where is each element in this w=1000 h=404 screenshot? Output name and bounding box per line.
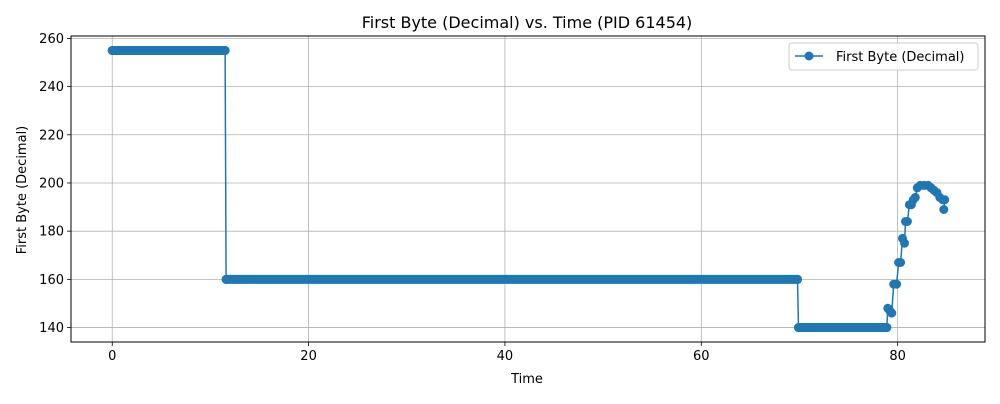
y-tick-label: 260 [39,32,64,47]
x-tick-label: 20 [300,349,317,364]
data-point [900,238,909,248]
data-point [107,46,117,55]
plot-frame [70,35,986,343]
chart-title: First Byte (Decimal) vs. Time (PID 61454… [362,13,693,32]
data-point [892,279,902,289]
legend: First Byte (Decimal) [788,42,979,71]
x-tick-label: 80 [889,349,906,364]
data-point [887,308,897,318]
data-point [940,195,950,205]
data-point [896,258,906,267]
legend-label: First Byte (Decimal) [836,50,964,65]
y-tick-label: 200 [39,176,64,191]
series-layer [107,45,950,333]
data-point [939,205,949,214]
y-tick-label: 140 [39,321,64,336]
legend-dot-marker [804,51,814,61]
data-point [902,217,912,226]
y-tick-label: 220 [39,128,64,143]
legend-box [788,42,979,71]
data-point [221,274,231,284]
grid [71,36,985,342]
y-tick-label: 180 [39,225,64,240]
y-tick-label: 160 [39,273,64,288]
data-point [793,274,802,284]
ticks: 0 20 40 60 80 140 160 180 200 220 240 260 [39,32,906,364]
data-point [220,46,230,55]
data-point [882,323,892,332]
y-tick-label: 240 [39,80,64,95]
x-axis-title: Time [510,372,543,387]
x-tick-label: 40 [497,349,514,364]
y-axis-title: First Byte (Decimal) [15,126,30,254]
series-line [112,49,946,329]
x-tick-label: 0 [108,349,116,364]
data-point [794,323,803,332]
x-tick-label: 60 [693,349,710,364]
data-point [910,192,920,202]
